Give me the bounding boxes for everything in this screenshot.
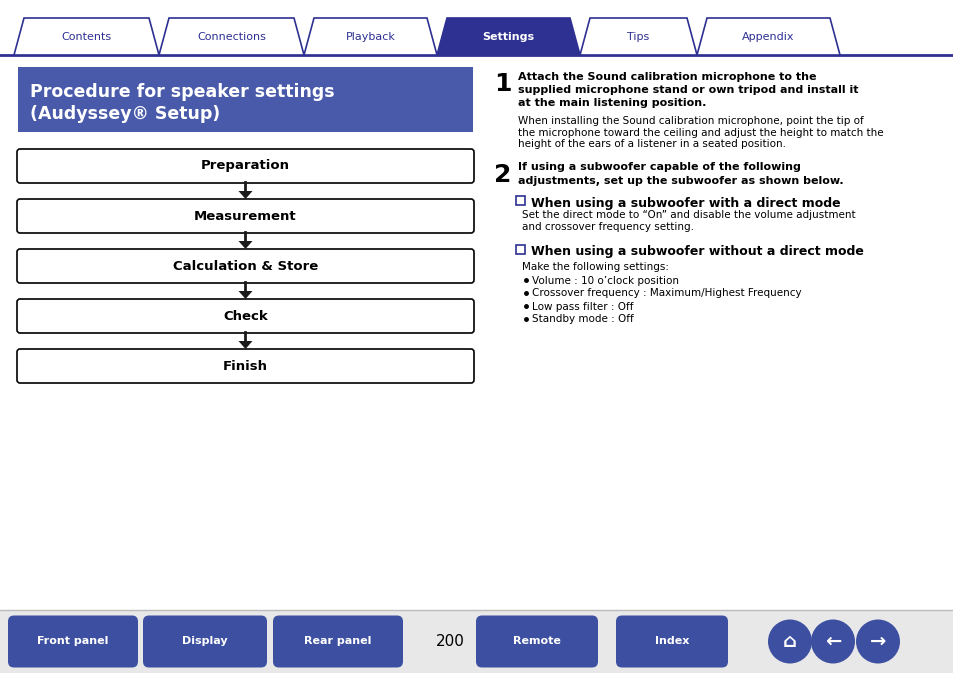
FancyBboxPatch shape: [17, 249, 474, 283]
Text: 200: 200: [436, 634, 464, 649]
FancyBboxPatch shape: [143, 616, 267, 668]
Text: Finish: Finish: [223, 359, 268, 372]
FancyBboxPatch shape: [476, 616, 598, 668]
Circle shape: [810, 620, 854, 664]
Text: Tips: Tips: [627, 32, 649, 42]
Text: Check: Check: [223, 310, 268, 322]
Text: If using a subwoofer capable of the following: If using a subwoofer capable of the foll…: [517, 162, 800, 172]
Text: Playback: Playback: [345, 32, 395, 42]
FancyBboxPatch shape: [8, 616, 138, 668]
Text: Calculation & Store: Calculation & Store: [172, 260, 317, 273]
Text: Measurement: Measurement: [194, 209, 296, 223]
Polygon shape: [238, 341, 253, 349]
Text: Rear panel: Rear panel: [304, 637, 372, 647]
Text: When installing the Sound calibration microphone, point the tip of: When installing the Sound calibration mi…: [517, 116, 862, 126]
Text: Make the following settings:: Make the following settings:: [521, 262, 668, 271]
Text: Crossover frequency : Maximum/Highest Frequency: Crossover frequency : Maximum/Highest Fr…: [532, 289, 801, 299]
Text: and crossover frequency setting.: and crossover frequency setting.: [521, 222, 693, 232]
FancyBboxPatch shape: [18, 67, 473, 132]
FancyBboxPatch shape: [17, 299, 474, 333]
Text: adjustments, set up the subwoofer as shown below.: adjustments, set up the subwoofer as sho…: [517, 176, 842, 186]
Polygon shape: [579, 18, 697, 55]
Text: Settings: Settings: [482, 32, 534, 42]
Polygon shape: [14, 18, 159, 55]
Text: the microphone toward the ceiling and adjust the height to match the: the microphone toward the ceiling and ad…: [517, 127, 882, 137]
FancyBboxPatch shape: [273, 616, 402, 668]
Polygon shape: [238, 291, 253, 299]
Bar: [0, 610, 953, 673]
Text: ←: ←: [824, 632, 841, 651]
FancyBboxPatch shape: [17, 149, 474, 183]
FancyBboxPatch shape: [616, 616, 727, 668]
Text: supplied microphone stand or own tripod and install it: supplied microphone stand or own tripod …: [517, 85, 858, 95]
Polygon shape: [238, 241, 253, 249]
Text: 2: 2: [494, 162, 511, 186]
Text: Set the direct mode to “On” and disable the volume adjustment: Set the direct mode to “On” and disable …: [521, 211, 855, 221]
Text: →: →: [869, 632, 885, 651]
Circle shape: [855, 620, 899, 664]
Text: Attach the Sound calibration microphone to the: Attach the Sound calibration microphone …: [517, 72, 816, 82]
Text: Appendix: Appendix: [741, 32, 794, 42]
Text: Standby mode : Off: Standby mode : Off: [532, 314, 633, 324]
Polygon shape: [238, 191, 253, 199]
Text: at the main listening position.: at the main listening position.: [517, 98, 705, 108]
Text: ⌂: ⌂: [782, 632, 796, 651]
Text: When using a subwoofer without a direct mode: When using a subwoofer without a direct …: [531, 246, 863, 258]
FancyBboxPatch shape: [17, 349, 474, 383]
Text: Volume : 10 o’clock position: Volume : 10 o’clock position: [532, 275, 679, 285]
FancyBboxPatch shape: [17, 199, 474, 233]
Bar: [516, 244, 524, 254]
Text: When using a subwoofer with a direct mode: When using a subwoofer with a direct mod…: [531, 197, 840, 209]
Text: Preparation: Preparation: [201, 160, 290, 172]
Text: Front panel: Front panel: [37, 637, 109, 647]
Text: (Audyssey® Setup): (Audyssey® Setup): [30, 105, 220, 123]
Text: Index: Index: [654, 637, 688, 647]
Polygon shape: [304, 18, 436, 55]
Text: height of the ears of a listener in a seated position.: height of the ears of a listener in a se…: [517, 139, 785, 149]
Text: Contents: Contents: [61, 32, 112, 42]
Text: Procedure for speaker settings: Procedure for speaker settings: [30, 83, 335, 101]
Text: Remote: Remote: [513, 637, 560, 647]
Bar: [516, 195, 524, 205]
Text: 1: 1: [494, 72, 511, 96]
Polygon shape: [436, 18, 579, 55]
Text: Display: Display: [182, 637, 228, 647]
Polygon shape: [697, 18, 840, 55]
Text: Connections: Connections: [197, 32, 266, 42]
Text: Low pass filter : Off: Low pass filter : Off: [532, 302, 633, 312]
Circle shape: [767, 620, 811, 664]
Polygon shape: [159, 18, 304, 55]
